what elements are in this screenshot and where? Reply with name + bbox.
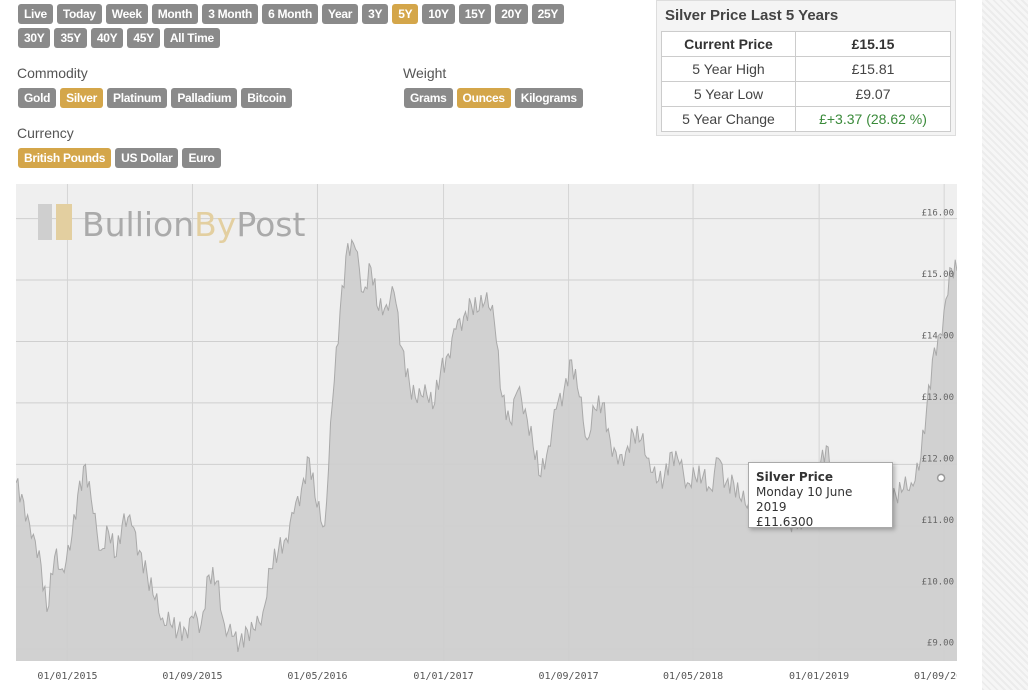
bullionbypost-watermark: BullionByPost <box>38 204 305 244</box>
currency-button-us-dollar[interactable]: US Dollar <box>115 148 179 168</box>
tooltip-title: Silver Price <box>756 470 834 484</box>
stats-panel: Silver Price Last 5 Years Current Price … <box>656 0 956 136</box>
commodity-button-palladium[interactable]: Palladium <box>171 88 238 108</box>
stats-label: 5 Year High <box>661 56 796 82</box>
stats-value: £9.07 <box>795 81 951 107</box>
stats-row-change: 5 Year Change £+3.37 (28.62 %) <box>661 106 951 132</box>
stats-label: 5 Year Change <box>661 106 796 132</box>
hover-point <box>936 473 946 483</box>
timeframe-button-15y[interactable]: 15Y <box>458 4 492 24</box>
timeframe-button-25y[interactable]: 25Y <box>531 4 565 24</box>
stats-label: 5 Year Low <box>661 81 796 107</box>
commodity-button-silver[interactable]: Silver <box>60 88 104 108</box>
logo-bar-gold <box>56 204 72 240</box>
timeframe-button-45y[interactable]: 45Y <box>127 28 160 48</box>
stats-table: Current Price £15.15 5 Year High £15.81 … <box>661 31 951 132</box>
y-tick-label: £15.00 <box>921 270 954 280</box>
x-tick-label: 01/01/2019 <box>789 671 849 682</box>
y-tick-label: £11.00 <box>921 516 954 526</box>
stats-row-low: 5 Year Low £9.07 <box>661 81 951 107</box>
commodity-options: Gold Silver Platinum Palladium Bitcoin <box>18 88 296 108</box>
y-tick-label: £12.00 <box>921 454 954 464</box>
logo-bar-grey <box>38 204 52 240</box>
commodity-label: Commodity <box>17 65 88 81</box>
currency-button-british-pounds[interactable]: British Pounds <box>18 148 112 168</box>
weight-button-grams[interactable]: Grams <box>404 88 453 108</box>
y-tick-label: £16.00 <box>921 209 954 219</box>
chart-tooltip: Silver Price Monday 10 June 2019 £11.630… <box>748 462 893 529</box>
weight-button-kilograms[interactable]: Kilograms <box>514 88 583 108</box>
commodity-button-gold[interactable]: Gold <box>18 88 57 108</box>
stats-value: £15.81 <box>795 56 951 82</box>
timeframe-button-3y[interactable]: 3Y <box>362 4 389 24</box>
tooltip-date: Monday 10 June 2019 <box>756 485 853 514</box>
x-tick-label: 01/09/2017 <box>538 671 598 682</box>
x-axis: 01/01/2015 01/09/2015 01/05/2016 01/01/2017… <box>37 671 957 682</box>
x-tick-label: 01/01/2015 <box>37 671 97 682</box>
weight-label: Weight <box>403 65 447 81</box>
timeframe-button-live[interactable]: Live <box>18 4 53 24</box>
timeframe-button-year[interactable]: Year <box>321 4 359 24</box>
x-tick-label: 01/05/2018 <box>663 671 723 682</box>
stats-value: £15.15 <box>795 31 951 57</box>
watermark-part3: Post <box>236 205 305 244</box>
stats-row-high: 5 Year High £15.81 <box>661 56 951 82</box>
timeframe-button-6-month[interactable]: 6 Month <box>262 4 318 24</box>
y-tick-label: £10.00 <box>921 577 954 587</box>
weight-options: Grams Ounces Kilograms <box>404 88 587 108</box>
timeframe-button-35y[interactable]: 35Y <box>54 28 87 48</box>
watermark-part2: By <box>194 205 236 244</box>
weight-button-ounces[interactable]: Ounces <box>456 88 511 108</box>
timeframe-button-month[interactable]: Month <box>151 4 199 24</box>
x-tick-label: 01/05/2016 <box>287 671 347 682</box>
stats-value: £+3.37 (28.62 %) <box>795 106 951 132</box>
stats-title: Silver Price Last 5 Years <box>665 7 839 24</box>
price-area-fill <box>16 240 957 661</box>
timeframe-button-30y[interactable]: 30Y <box>18 28 51 48</box>
currency-label: Currency <box>17 125 74 141</box>
stats-label: Current Price <box>661 31 796 57</box>
x-tick-label: 01/09/2015 <box>162 671 222 682</box>
y-tick-label: £14.00 <box>921 331 954 341</box>
silver-price-chart[interactable]: BullionByPost £9.00 £10.00 £11.00 £12.00 £13… <box>16 184 957 684</box>
timeframe-button-all-time[interactable]: All Time <box>163 28 220 48</box>
commodity-button-platinum[interactable]: Platinum <box>107 88 168 108</box>
page-scroll-margin <box>982 0 1028 690</box>
timeframe-button-today[interactable]: Today <box>56 4 102 24</box>
currency-button-euro[interactable]: Euro <box>182 148 221 168</box>
timeframe-button-10y[interactable]: 10Y <box>422 4 455 24</box>
x-tick-label: 01/09/2019 <box>914 671 957 682</box>
timeframe-button-5y[interactable]: 5Y <box>392 4 419 24</box>
y-tick-label: £9.00 <box>927 639 954 649</box>
watermark-text: BullionByPost <box>82 205 305 244</box>
y-axis: £9.00 £10.00 £11.00 £12.00 £13.00 £14.00 £15.0… <box>921 209 954 649</box>
watermark-part1: Bullion <box>82 205 194 244</box>
timeframe-row-2: 30Y 35Y 40Y 45Y All Time <box>18 28 224 48</box>
timeframe-button-40y[interactable]: 40Y <box>90 28 124 48</box>
timeframe-button-week[interactable]: Week <box>105 4 148 24</box>
currency-options: British Pounds US Dollar Euro <box>18 148 225 168</box>
stats-row-current: Current Price £15.15 <box>661 31 951 57</box>
timeframe-button-20y[interactable]: 20Y <box>495 4 528 24</box>
tooltip-value: £11.6300 <box>756 515 814 529</box>
timeframe-button-3-month[interactable]: 3 Month <box>202 4 259 24</box>
y-tick-label: £13.00 <box>921 393 954 403</box>
x-tick-label: 01/01/2017 <box>413 671 473 682</box>
timeframe-row-1: Live Today Week Month 3 Month 6 Month Year 3Y 5Y… <box>18 4 568 24</box>
commodity-button-bitcoin[interactable]: Bitcoin <box>241 88 292 108</box>
